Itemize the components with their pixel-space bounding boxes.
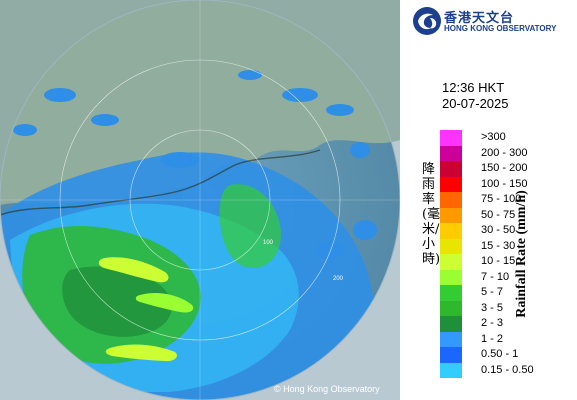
rain-cell [44, 88, 76, 102]
legend-swatch [440, 238, 462, 254]
legend-label: 100 - 150 [481, 177, 528, 190]
legend-swatch [440, 192, 462, 208]
legend-label: 50 - 75 [481, 208, 516, 221]
legend-label: 150 - 200 [481, 162, 528, 174]
legend-swatch [440, 145, 462, 161]
legend-label: 3 - 5 [481, 301, 504, 314]
radar-map [0, 0, 400, 400]
rain-cell [326, 104, 354, 116]
legend-label: 10 - 15 [481, 255, 516, 267]
rain-green-east [219, 184, 281, 269]
legend-title-en-text: Rainfall Rate (mm/h) [514, 190, 529, 318]
rain-cell [353, 220, 377, 240]
copyright-text: © Hong Kong Observatory [274, 384, 380, 394]
hko-logo-icon [413, 7, 441, 35]
legend-swatch [440, 223, 462, 239]
legend-label: 7 - 10 [481, 270, 510, 283]
rain-lime-band-south [105, 344, 177, 362]
legend-label: 0.15 - 0.50 [481, 363, 534, 376]
rain-cell [350, 142, 370, 158]
legend-label: 0.50 - 1 [481, 348, 519, 360]
coastline [0, 149, 321, 216]
legend-label: 1 - 2 [481, 332, 504, 345]
legend-title-zh: 降雨率(毫米/小時) [422, 162, 441, 267]
rain-light-green-band [135, 293, 194, 313]
rain-cell [316, 241, 344, 259]
legend-swatch [440, 207, 462, 223]
legend-swatch [440, 300, 462, 316]
legend-label: 5 - 7 [481, 286, 504, 298]
legend-swatch [440, 254, 462, 270]
rain-cell [282, 88, 318, 102]
legend-label: 200 - 300 [481, 146, 528, 159]
legend-label: 2 - 3 [481, 317, 504, 329]
rain-cell [238, 70, 262, 80]
legend-swatch [440, 269, 462, 285]
rain-dark-green [62, 266, 172, 337]
legend-swatch [440, 161, 462, 177]
legend-swatch [440, 331, 462, 347]
range-ring-label: 200 [333, 276, 344, 282]
legend-swatch [440, 130, 462, 146]
rain-cell [91, 114, 119, 126]
legend-label: 30 - 50 [481, 224, 516, 236]
org-name-en: HONG KONG OBSERVATORY [444, 24, 557, 33]
legend-swatch [440, 362, 462, 378]
legend-swatch [440, 347, 462, 363]
rain-cell [13, 124, 37, 136]
range-ring-label: 100 [263, 240, 274, 246]
timestamp-date: 20-07-2025 [442, 96, 509, 111]
legend-panel: 香港天文台 HONG KONG OBSERVATORY 12:36 HKT 20… [400, 0, 577, 400]
rain-cell [160, 152, 200, 168]
legend-label: 75 - 100 [481, 193, 522, 205]
legend-color-bar [440, 130, 462, 378]
legend-label: 15 - 30 [481, 239, 516, 252]
legend-swatch [440, 316, 462, 332]
org-name-zh: 香港天文台 [444, 11, 515, 26]
legend-label: >300 [481, 131, 506, 143]
legend-swatch [440, 176, 462, 192]
timestamp-time: 12:36 HKT [442, 80, 505, 95]
legend-swatch [440, 285, 462, 301]
rain-lime-band [98, 257, 169, 283]
